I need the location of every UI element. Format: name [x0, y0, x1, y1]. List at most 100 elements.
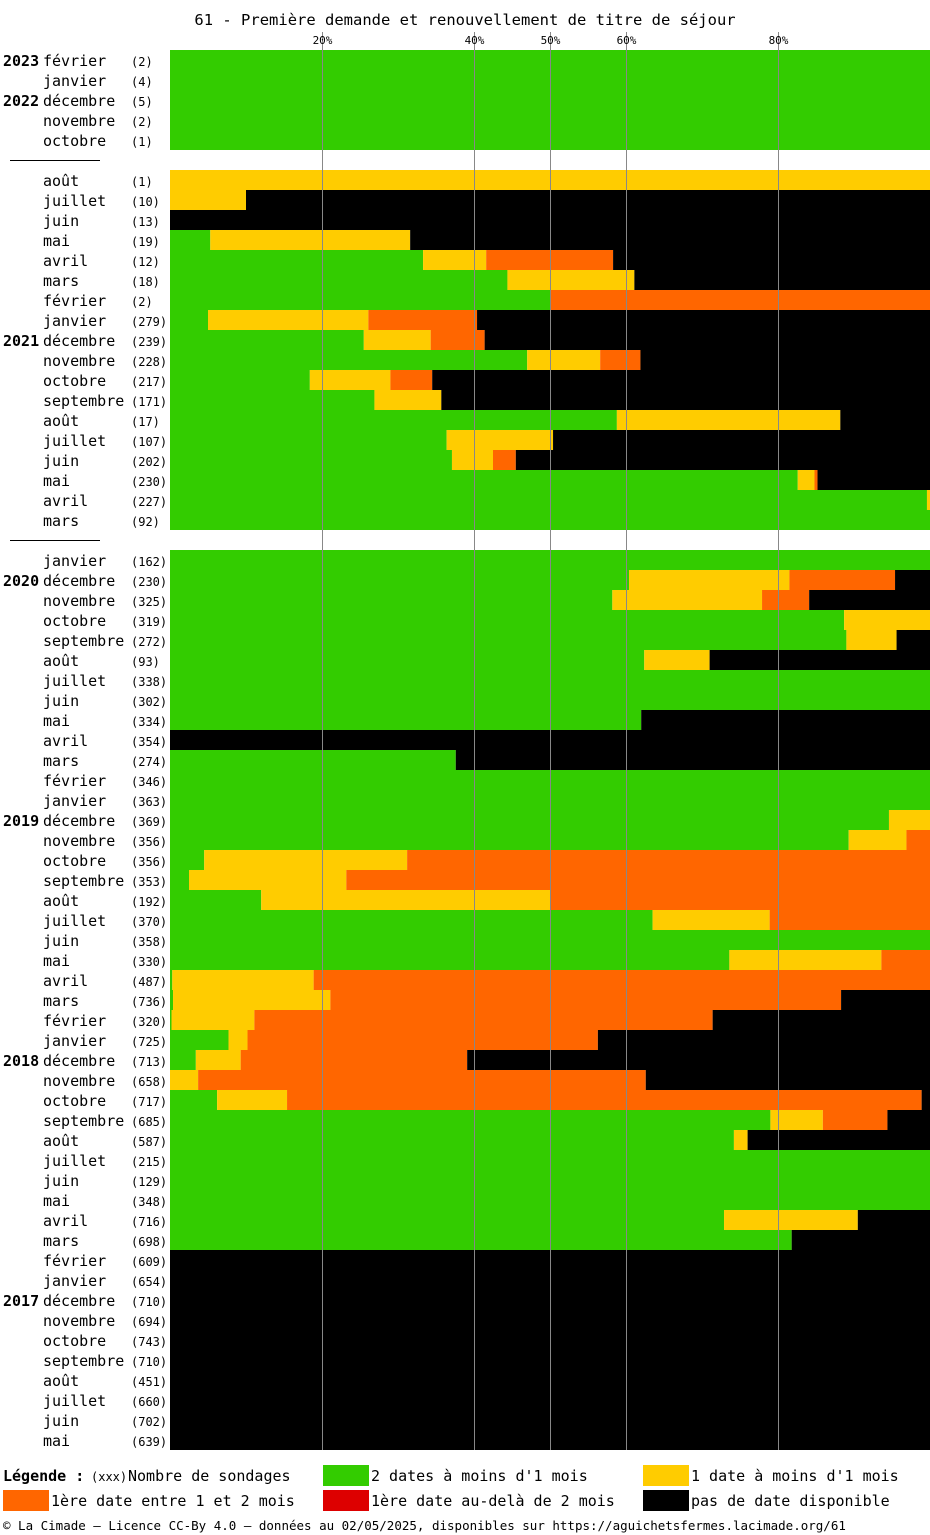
month-label: janvier	[43, 552, 106, 570]
count-label: (725)	[131, 1035, 167, 1049]
legend-heading: Légende :	[3, 1467, 84, 1485]
tick-label: 80%	[769, 34, 789, 47]
bar-segment	[926, 490, 930, 510]
bar-segment	[612, 590, 763, 610]
legend-count-marker: (xxx)	[91, 1470, 127, 1484]
count-label: (2)	[131, 55, 153, 69]
bar-segment	[553, 430, 930, 450]
count-label: (346)	[131, 775, 167, 789]
bar-segment	[170, 950, 730, 970]
bar-segment	[390, 370, 433, 390]
year-label: 2018	[3, 1052, 39, 1070]
count-label: (487)	[131, 975, 167, 989]
bar-segment	[451, 450, 493, 470]
count-label: (694)	[131, 1315, 167, 1329]
bar-segment	[210, 230, 411, 250]
month-label: juillet	[43, 1152, 106, 1170]
bar-segment	[467, 1050, 930, 1070]
bar-segment	[189, 870, 347, 890]
count-label: (10)	[131, 195, 160, 209]
month-label: octobre	[43, 612, 106, 630]
count-label: (217)	[131, 375, 167, 389]
count-label: (279)	[131, 315, 167, 329]
legend-swatch	[643, 1490, 689, 1511]
tick-label: 60%	[617, 34, 637, 47]
count-label: (17)	[131, 415, 160, 429]
bar-segment	[895, 570, 930, 590]
count-label: (129)	[131, 1175, 167, 1189]
bar-segment	[171, 1010, 255, 1030]
bar-segment	[170, 250, 424, 270]
count-label: (348)	[131, 1195, 167, 1209]
bar-segment	[170, 350, 528, 370]
bar-segment	[640, 350, 930, 370]
month-label: janvier	[43, 1272, 106, 1290]
month-label: novembre	[43, 1072, 115, 1090]
month-label: décembre	[43, 92, 115, 110]
bar-segment	[493, 450, 516, 470]
count-label: (587)	[131, 1135, 167, 1149]
bar-segment	[712, 1010, 930, 1030]
count-label: (93)	[131, 655, 160, 669]
year-label: 2021	[3, 332, 39, 350]
month-label: juillet	[43, 192, 106, 210]
section-separators	[10, 160, 100, 541]
count-label: (320)	[131, 1015, 167, 1029]
bar-segment	[170, 270, 508, 290]
month-label: mai	[43, 952, 70, 970]
count-label: (1)	[131, 175, 153, 189]
month-label: mars	[43, 272, 79, 290]
bar-segment	[729, 950, 882, 970]
count-label: (13)	[131, 215, 160, 229]
bar-segment	[170, 1090, 218, 1110]
grid-layer	[322, 32, 779, 1450]
count-label: (202)	[131, 455, 167, 469]
bar-segment	[170, 330, 364, 350]
bar-segment	[170, 970, 173, 990]
tick-label: 20%	[313, 34, 333, 47]
month-label: janvier	[43, 312, 106, 330]
bar-segment	[881, 950, 930, 970]
count-label: (228)	[131, 355, 167, 369]
bar-segment	[430, 330, 485, 350]
month-label: octobre	[43, 1332, 106, 1350]
footer: © La Cimade — Licence CC-By 4.0 — donnée…	[3, 1518, 846, 1533]
year-label: 2017	[3, 1292, 39, 1310]
bar-segment	[455, 750, 930, 770]
count-label: (330)	[131, 955, 167, 969]
month-label: juillet	[43, 672, 106, 690]
month-label: juin	[43, 1412, 79, 1430]
bar-segment	[484, 330, 930, 350]
bar-segment	[634, 270, 930, 290]
count-label: (353)	[131, 875, 167, 889]
year-label: 2023	[3, 52, 39, 70]
count-label: (639)	[131, 1435, 167, 1449]
bar-segment	[446, 430, 554, 450]
month-label: mai	[43, 712, 70, 730]
bar-segment	[887, 1110, 930, 1130]
bar-segment	[846, 630, 897, 650]
bar-segment	[368, 310, 478, 330]
month-label: juin	[43, 932, 79, 950]
count-label: (1)	[131, 135, 153, 149]
bar-segment	[172, 970, 314, 990]
legend-label: 1 date à moins d'1 mois	[691, 1467, 899, 1485]
bar-segment	[724, 1210, 858, 1230]
bar-segment	[515, 450, 930, 470]
month-label: janvier	[43, 792, 106, 810]
bar-segment	[432, 370, 930, 390]
month-label: juillet	[43, 432, 106, 450]
month-label: avril	[43, 972, 88, 990]
bar-segment	[170, 710, 642, 730]
month-label: février	[43, 772, 106, 790]
count-label: (354)	[131, 735, 167, 749]
bar-segment	[170, 1110, 771, 1130]
bar-segment	[170, 370, 310, 390]
bar-segment	[747, 1130, 930, 1150]
legend-items: 2 dates à moins d'1 mois 1 date à moins d…	[3, 1465, 899, 1511]
bar-segment	[641, 710, 930, 730]
bar-segment	[797, 470, 815, 490]
month-label: février	[43, 52, 106, 70]
month-label: février	[43, 1012, 106, 1030]
